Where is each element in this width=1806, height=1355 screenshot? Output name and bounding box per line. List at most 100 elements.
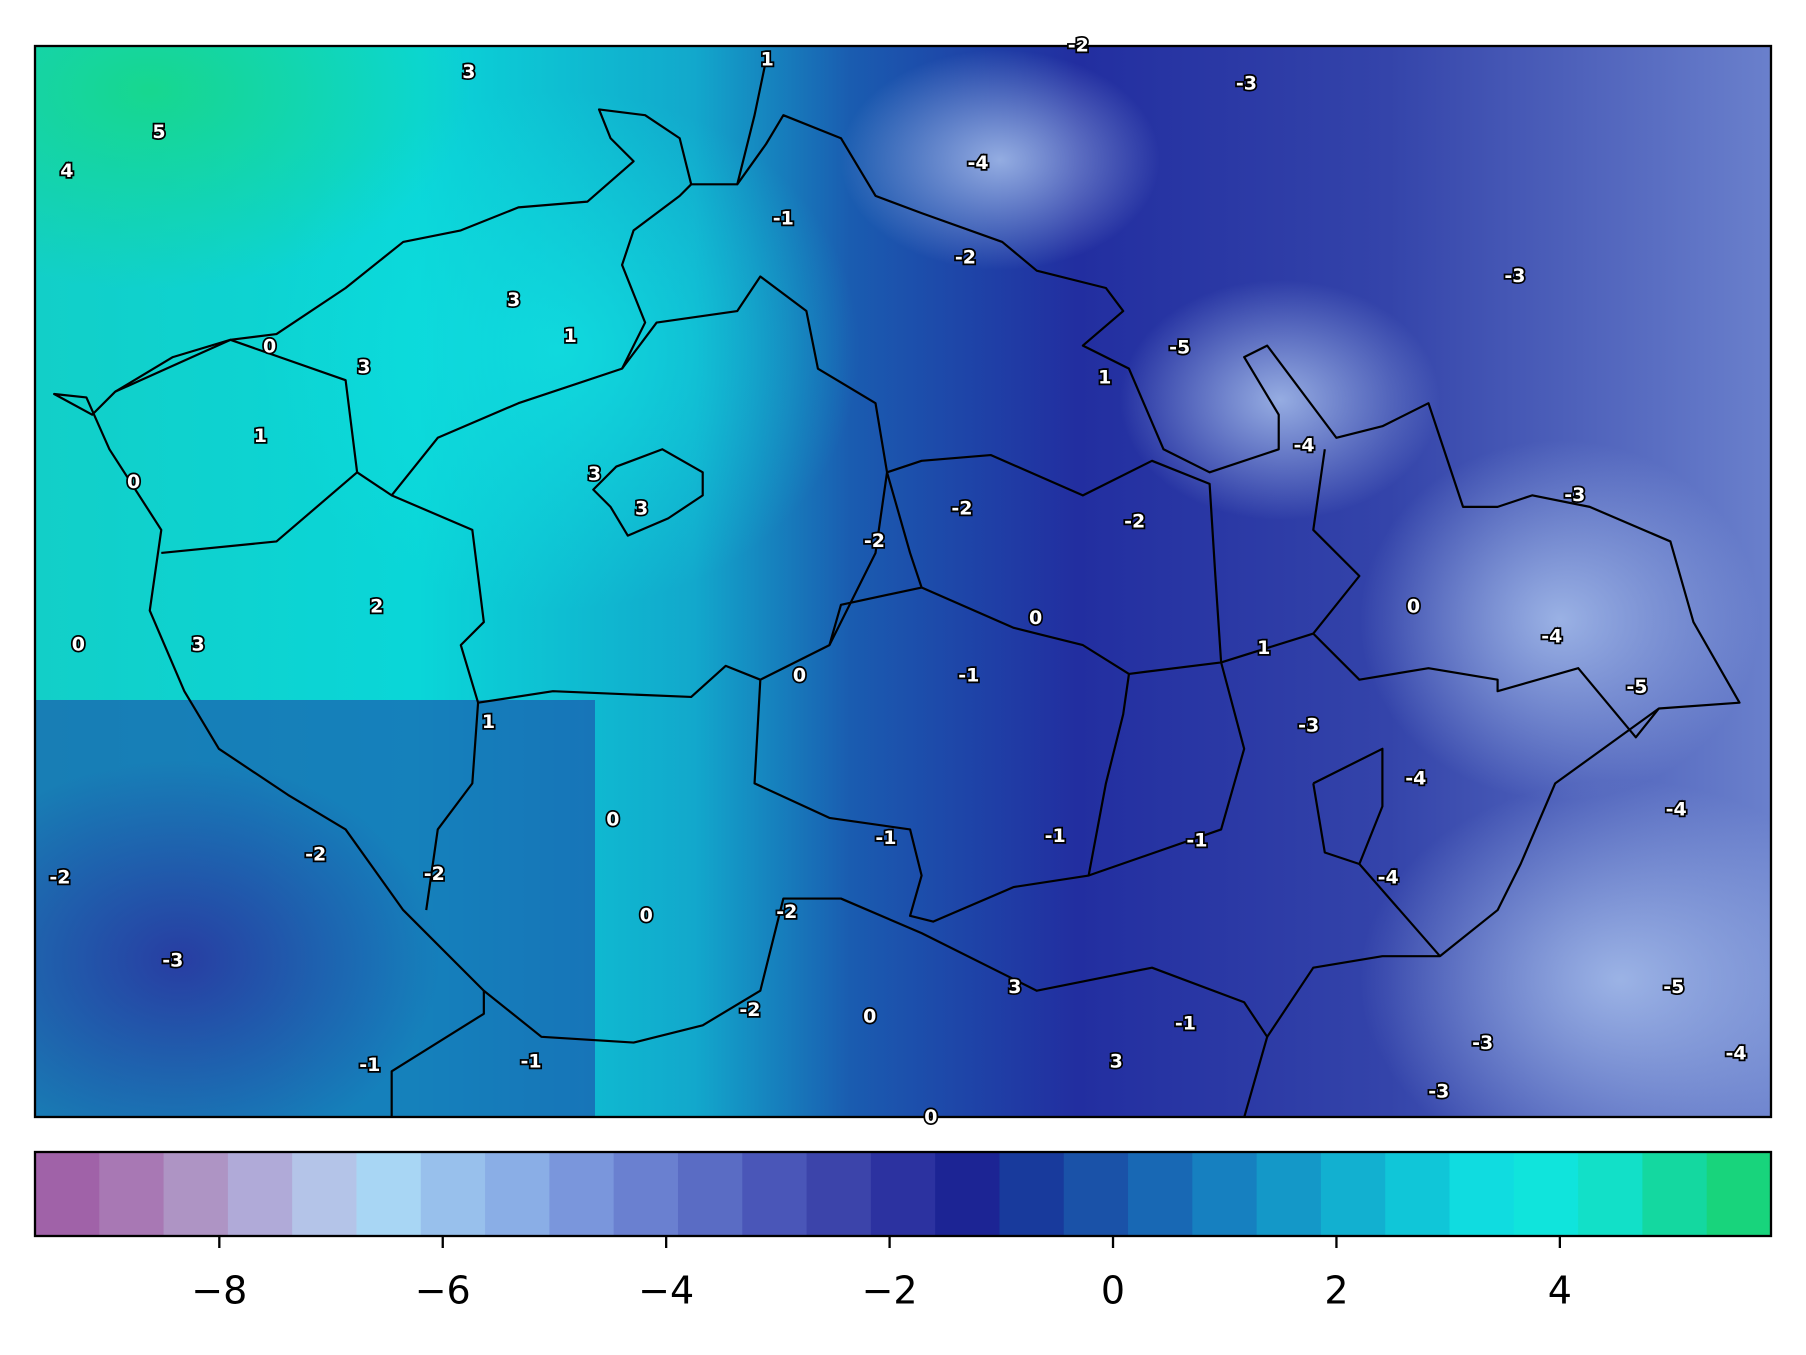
colorbar-tick-label: −6 bbox=[415, 1269, 471, 1313]
station-label: -2 bbox=[776, 901, 797, 923]
station-label: 3 bbox=[635, 498, 648, 520]
station-label: 0 bbox=[263, 335, 276, 357]
station-label: -3 bbox=[1236, 73, 1257, 95]
colorbar-tick-label: −2 bbox=[862, 1269, 918, 1313]
station-label: -4 bbox=[1294, 434, 1315, 456]
station-label: 2 bbox=[370, 596, 383, 618]
station-label: 0 bbox=[1029, 607, 1042, 629]
station-label: 3 bbox=[462, 61, 475, 83]
station-label: 0 bbox=[793, 665, 806, 687]
colorbar-segment bbox=[1063, 1152, 1129, 1236]
station-label: -4 bbox=[1666, 798, 1687, 820]
station-label: 0 bbox=[1407, 596, 1420, 618]
station-label: -2 bbox=[305, 843, 326, 865]
station-label: -4 bbox=[1405, 767, 1426, 789]
colorbar-segment bbox=[1385, 1152, 1451, 1236]
station-label: 3 bbox=[357, 356, 370, 378]
colorbar-segment bbox=[806, 1152, 872, 1236]
station-label: -3 bbox=[162, 949, 183, 971]
station-label: -4 bbox=[967, 152, 988, 174]
borders bbox=[53, 59, 1741, 1118]
station-label: 5 bbox=[152, 121, 165, 143]
colorbar-segment bbox=[1449, 1152, 1515, 1236]
station-label: 1 bbox=[482, 711, 495, 733]
colorbar-segment bbox=[1128, 1152, 1193, 1236]
station-label: 1 bbox=[1257, 637, 1270, 659]
colorbar-segment bbox=[292, 1152, 358, 1236]
colorbar-segment bbox=[549, 1152, 615, 1236]
station-label: 0 bbox=[924, 1106, 937, 1128]
colorbar-tick-label: 4 bbox=[1548, 1269, 1572, 1313]
station-label: 0 bbox=[127, 471, 140, 493]
station-label: -2 bbox=[739, 999, 760, 1021]
station-label: -1 bbox=[1175, 1013, 1196, 1035]
colorbar-segment bbox=[1706, 1152, 1772, 1236]
station-label: 0 bbox=[606, 809, 619, 831]
station-label: 3 bbox=[1110, 1051, 1123, 1073]
colorbar-segment bbox=[1642, 1152, 1708, 1236]
station-label: 3 bbox=[192, 634, 205, 656]
station-label: -3 bbox=[1564, 484, 1585, 506]
colorbar-segment bbox=[1513, 1152, 1579, 1236]
station-label: -5 bbox=[1626, 676, 1647, 698]
station-label: 3 bbox=[1008, 976, 1021, 998]
station-label: -2 bbox=[1124, 510, 1145, 532]
station-label: 1 bbox=[761, 48, 774, 70]
colorbar-segment bbox=[485, 1152, 550, 1236]
colorbar-segment bbox=[742, 1152, 808, 1236]
station-label: -4 bbox=[1378, 866, 1399, 888]
station-label: -3 bbox=[1298, 714, 1319, 736]
station-labels: 3 1 -2 -3 5 4 -4 -1 -2 -3 3 1 0 3 -5 1 1 -4 0 3 3 -3 -2 -2 -2 0 2 0… bbox=[48, 33, 1749, 1130]
colorbar-tick-label: 2 bbox=[1324, 1269, 1348, 1313]
station-label: 1 bbox=[564, 325, 577, 347]
colorbar-segment bbox=[613, 1152, 679, 1236]
station-label: -1 bbox=[359, 1054, 380, 1076]
station-label: -2 bbox=[955, 247, 976, 269]
station-label: -2 bbox=[49, 866, 70, 888]
colorbar-segment bbox=[935, 1152, 1001, 1236]
colorbar-segment bbox=[227, 1152, 293, 1236]
colorbar-segment bbox=[677, 1152, 743, 1236]
colorbar-segment bbox=[999, 1152, 1065, 1236]
colorbar-segment bbox=[870, 1152, 936, 1236]
station-label: -1 bbox=[875, 827, 896, 849]
colorbar-segment bbox=[356, 1152, 422, 1236]
map-frame bbox=[33, 44, 1773, 1119]
colorbar-tick-label: 0 bbox=[1101, 1269, 1125, 1313]
station-label: -2 bbox=[951, 498, 972, 520]
station-label: 3 bbox=[588, 463, 601, 485]
station-label: -2 bbox=[1068, 35, 1089, 57]
station-label: 0 bbox=[863, 1006, 876, 1028]
station-label: -3 bbox=[1472, 1032, 1493, 1054]
colorbar-segment bbox=[35, 1152, 100, 1236]
colorbar: −8 −6 −4 −2 0 2 4 bbox=[33, 1150, 1773, 1313]
colorbar-segment bbox=[163, 1152, 229, 1236]
station-label: 1 bbox=[254, 425, 267, 447]
station-label: -1 bbox=[1186, 829, 1207, 851]
colorbar-segment bbox=[420, 1152, 486, 1236]
station-label: -1 bbox=[773, 207, 794, 229]
station-label: -3 bbox=[1504, 265, 1525, 287]
station-label: 3 bbox=[507, 289, 520, 311]
station-label: 0 bbox=[640, 904, 653, 926]
colorbar-segment bbox=[1256, 1152, 1322, 1236]
colorbar-tick-label: −8 bbox=[191, 1269, 247, 1313]
colorbar-frame bbox=[33, 1150, 1773, 1238]
map-background bbox=[35, 46, 1771, 1117]
station-label: -5 bbox=[1663, 976, 1684, 998]
station-label: -2 bbox=[864, 530, 885, 552]
station-label: -2 bbox=[424, 863, 445, 885]
station-label: 0 bbox=[72, 634, 85, 656]
colorbar-tick-label: −4 bbox=[638, 1269, 694, 1313]
colorbar-segment bbox=[1320, 1152, 1386, 1236]
station-label: 4 bbox=[60, 160, 73, 182]
station-label: -4 bbox=[1541, 626, 1562, 648]
station-label: -1 bbox=[958, 665, 979, 687]
station-label: -1 bbox=[521, 1051, 542, 1073]
colorbar-segment bbox=[1578, 1152, 1644, 1236]
station-label: 1 bbox=[1098, 366, 1111, 388]
station-label: -3 bbox=[1428, 1081, 1449, 1103]
colorbar-segment bbox=[99, 1152, 165, 1236]
station-label: -1 bbox=[1045, 825, 1066, 847]
